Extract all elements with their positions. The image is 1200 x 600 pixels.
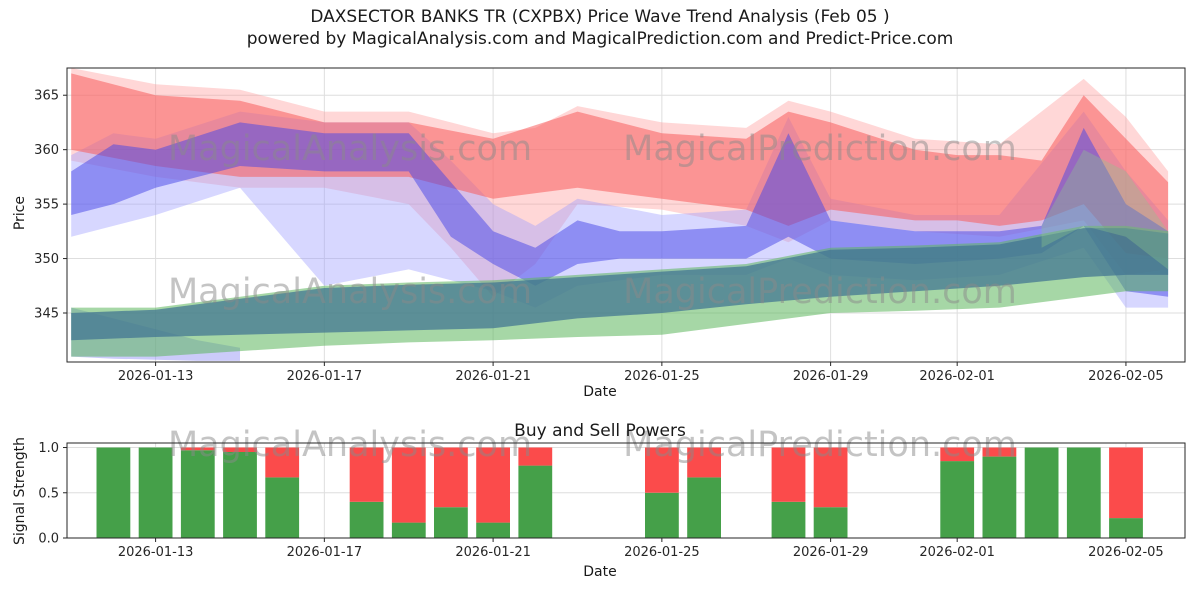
sell-bar-2026-01-28: [771, 447, 806, 502]
buy-bar-2026-01-19: [391, 522, 426, 538]
buy-bar-2026-01-16: [265, 477, 300, 538]
y-tick-label: 1.0: [38, 441, 59, 456]
chart-title-line1: DAXSECTOR BANKS TR (CXPBX) Price Wave Tr…: [310, 7, 890, 27]
buy-bar-2026-01-20: [434, 507, 468, 538]
x-tick-label: 2026-02-05: [1088, 545, 1164, 560]
buy-bar-2026-02-02: [982, 456, 1017, 538]
x-tick-label: 2026-01-13: [118, 369, 194, 384]
sell-bar-2026-01-29: [813, 447, 848, 508]
watermark: MagicalPrediction.com: [623, 425, 1017, 465]
watermark: MagicalAnalysis.com: [168, 425, 532, 465]
x-tick-label: 2026-02-05: [1088, 369, 1164, 384]
band-green-spike: [1041, 149, 1169, 270]
x-tick-label: 2026-01-21: [455, 545, 531, 560]
chart-title-line2: powered by MagicalAnalysis.com and Magic…: [246, 29, 954, 49]
sell-bar-2026-01-16: [265, 447, 300, 478]
x-tick-label: 2026-01-13: [118, 545, 194, 560]
y-tick-label: 350: [34, 252, 59, 267]
sell-bar-2026-01-25: [645, 447, 679, 493]
watermark: MagicalPrediction.com: [623, 129, 1017, 169]
buy-bar-2026-02-03: [1024, 447, 1059, 538]
watermark: MagicalAnalysis.com: [168, 129, 532, 169]
buy-bar-2026-01-21: [476, 522, 510, 538]
signal-strength-axis-label: Signal Strength: [12, 437, 28, 546]
buy-bar-2026-01-18: [349, 501, 384, 538]
sell-bar-2026-02-05: [1109, 447, 1143, 519]
x-tick-label: 2026-01-17: [287, 369, 363, 384]
wave-bands: [71, 68, 1169, 361]
x-tick-label: 2026-01-21: [455, 369, 531, 384]
y-tick-label: 345: [34, 307, 59, 322]
sell-bar-2026-01-19: [391, 447, 426, 523]
sell-bar-2026-02-01: [940, 447, 975, 462]
y-tick-label: 0.5: [38, 486, 59, 501]
sell-bar-2026-01-20: [434, 447, 468, 508]
watermark: MagicalAnalysis.com: [168, 272, 532, 312]
price-axis-label: Price: [12, 196, 28, 231]
x-tick-label: 2026-01-25: [624, 369, 700, 384]
buy-bar-2026-02-01: [940, 461, 975, 538]
x-tick-label: 2026-01-17: [287, 545, 363, 560]
buy-bar-2026-01-26: [687, 477, 721, 538]
buy-bar-2026-02-04: [1066, 447, 1101, 538]
y-tick-label: 0.0: [38, 532, 59, 547]
sell-bar-2026-01-15: [223, 447, 257, 452]
buy-bar-2026-01-13: [138, 447, 173, 538]
x-tick-label: 2026-02-01: [919, 369, 995, 384]
x-tick-label: 2026-01-25: [624, 545, 700, 560]
band-teal-overlay: [71, 228, 1169, 341]
watermark: MagicalPrediction.com: [623, 272, 1017, 312]
date-axis-label-top: Date: [583, 384, 617, 400]
y-tick-label: 355: [34, 198, 59, 213]
sell-bar-2026-01-14: [180, 447, 215, 451]
plot-border: [66, 67, 1186, 363]
sell-bar-2026-01-22: [518, 447, 553, 466]
sell-bar-2026-02-02: [982, 447, 1017, 457]
buy-sell-chart-title: Buy and Sell Powers: [514, 421, 686, 441]
x-tick-label: 2026-01-29: [793, 369, 869, 384]
sell-bar-2026-01-21: [476, 447, 510, 523]
date-axis-label-bottom: Date: [583, 564, 617, 580]
buy-bar-2026-01-12: [96, 447, 131, 538]
buy-bar-2026-01-14: [180, 450, 215, 538]
buy-sell-bars: [96, 447, 1143, 538]
band-red-main: [71, 73, 1169, 259]
y-tick-label: 365: [34, 89, 59, 104]
plot-border: [66, 442, 1186, 539]
sell-bar-2026-01-18: [349, 447, 384, 502]
x-tick-label: 2026-02-01: [919, 545, 995, 560]
sell-bar-2026-01-26: [687, 447, 721, 478]
buy-bar-2026-01-15: [223, 452, 257, 538]
buy-bar-2026-01-29: [813, 507, 848, 538]
buy-bar-2026-01-28: [771, 501, 806, 538]
y-tick-label: 360: [34, 143, 59, 158]
buy-bar-2026-01-25: [645, 492, 679, 538]
buy-bar-2026-02-05: [1109, 518, 1143, 538]
buy-bar-2026-01-22: [518, 465, 553, 538]
x-tick-label: 2026-01-29: [793, 545, 869, 560]
